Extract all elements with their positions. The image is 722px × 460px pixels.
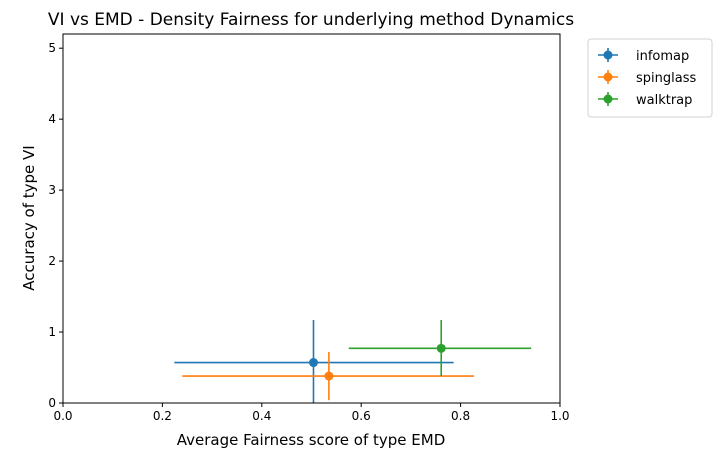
data-point-walktrap (436, 343, 446, 353)
x-axis-label: Average Fairness score of type EMD (177, 431, 446, 449)
y-axis-label: Accuracy of type VI (20, 145, 38, 290)
legend-item-walktrap: walktrap (598, 92, 692, 108)
plot-frame (62, 33, 561, 404)
x-tick-label: 1.0 (550, 409, 569, 423)
x-tick-label: 0.8 (451, 409, 470, 423)
y-tick-label: 4 (48, 112, 56, 126)
y-tick-label: 1 (48, 325, 56, 339)
data-point-infomap (308, 358, 318, 368)
x-tick-label: 0.0 (53, 409, 72, 423)
x-tick-label: 0.2 (153, 409, 172, 423)
legend-item-infomap: infomap (598, 48, 689, 64)
legend-item-spinglass: spinglass (598, 70, 696, 86)
data-point-spinglass (324, 371, 334, 381)
legend-marker-spinglass (603, 72, 613, 82)
legend-label-spinglass: spinglass (636, 71, 696, 86)
legend-label-walktrap: walktrap (636, 93, 692, 108)
chart-title: VI vs EMD - Density Fairness for underly… (48, 10, 574, 30)
plot-area (174, 319, 532, 403)
y-tick-label: 0 (48, 396, 56, 410)
legend-box (587, 38, 713, 118)
y-tick-label: 5 (48, 41, 56, 55)
y-axis-ticks: 0 1 2 3 4 5 (48, 41, 63, 410)
y-tick-label: 2 (48, 254, 56, 268)
x-tick-label: 0.6 (352, 409, 371, 423)
legend-marker-walktrap (603, 94, 613, 104)
series-infomap (174, 319, 454, 403)
y-tick-label: 3 (48, 183, 56, 197)
series-spinglass (182, 351, 475, 401)
x-tick-label: 0.4 (252, 409, 271, 423)
legend-items: infomap spinglass walktrap (598, 48, 696, 108)
series-walktrap (348, 319, 532, 377)
legend-label-infomap: infomap (636, 49, 689, 64)
x-axis-ticks: 0.0 0.2 0.4 0.6 0.8 1.0 (53, 403, 570, 423)
legend: infomap spinglass walktrap (587, 38, 713, 118)
legend-marker-infomap (603, 50, 613, 60)
